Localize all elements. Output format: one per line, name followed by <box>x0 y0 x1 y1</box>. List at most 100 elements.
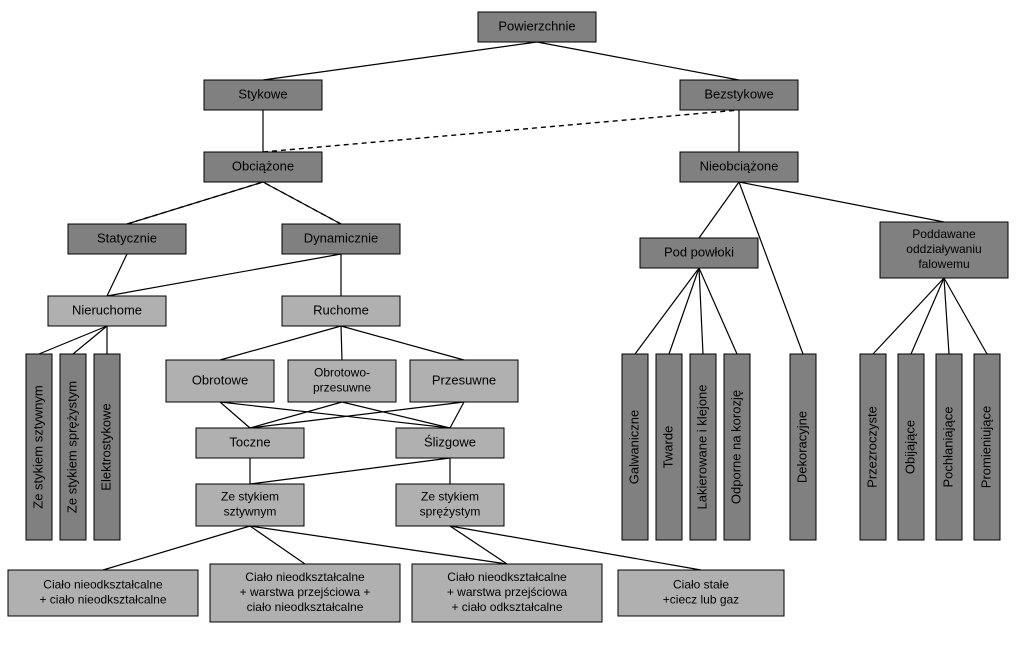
node-nieobciazone: Nieobciążone <box>680 152 798 182</box>
classification-tree: Powierzchnie Stykowe Bezstykowe Obciążone Ni… <box>0 0 1024 659</box>
node-label: Nieruchome <box>72 302 142 317</box>
node-label-line: Ze stykiem <box>421 490 479 504</box>
edge-obrotowe-slizgowe <box>220 402 450 428</box>
node-label: Twarde <box>660 426 675 469</box>
node-label: Dynamicznie <box>304 230 378 245</box>
node-label: Statycznie <box>97 230 157 245</box>
node-v_odporne: Odporne na korozję <box>724 354 750 540</box>
node-przesuwne: Przesuwne <box>410 360 518 402</box>
edge-zesztyw2-leaf2 <box>250 526 305 564</box>
node-label-line: + warstwa przejściowa + <box>240 585 371 599</box>
node-poddawane: Poddawaneoddziaływaniufalowemu <box>880 222 1008 278</box>
node-label-line: Poddawane <box>912 227 976 241</box>
nodes-layer: Powierzchnie Stykowe Bezstykowe Obciążone Ni… <box>8 12 1008 622</box>
node-label-line: sprężystym <box>420 505 481 519</box>
edge-ruchome-obrotprzes <box>341 326 342 360</box>
node-zesprez2: Ze stykiemsprężystym <box>396 484 504 526</box>
node-v_zesztyw: Ze stykiem sztywnym <box>26 354 52 540</box>
node-label-line: Ciało nieodkształcalne <box>245 570 365 584</box>
node-label: Odporne na korozję <box>728 390 743 504</box>
node-label-line: Ciało stałe <box>673 578 729 592</box>
node-label: Pod powłoki <box>664 244 734 259</box>
node-label: Nieobciążone <box>700 158 779 173</box>
node-label: Obciążone <box>232 158 294 173</box>
edge-przesuwne-slizgowe <box>450 402 464 428</box>
node-obrotprzes: Obrotowo-przesuwne <box>288 360 396 402</box>
edge-zesztyw2-leaf3 <box>250 526 507 564</box>
node-leaf2: Ciało nieodkształcalne+ warstwa przejści… <box>210 564 400 622</box>
node-label-line: sztywnym <box>224 505 277 519</box>
edge-zesztyw2-leaf1 <box>103 526 250 570</box>
edge-root-stykowe <box>263 42 537 80</box>
node-statycznie: Statycznie <box>68 224 186 254</box>
node-v_lakier: Lakierowane i klejone <box>690 354 716 540</box>
edges-layer <box>39 42 987 570</box>
node-label-line: Ciało nieodkształcalne <box>447 570 567 584</box>
node-nieruchome: Nieruchome <box>48 296 166 326</box>
edge-podpowloki-v_lakier <box>699 268 703 354</box>
node-v_dekor: Dekoracyjne <box>790 354 816 540</box>
node-label: Ze stykiem sprężystym <box>64 381 79 513</box>
edge-poddawane-v_pochl <box>944 278 949 354</box>
edge-obrotprzes-toczne <box>250 402 342 428</box>
edge-statycznie-nieruchome <box>107 254 127 296</box>
node-podpowloki: Pod powłoki <box>640 238 758 268</box>
node-v_elektro: Elektrostykowe <box>94 354 120 540</box>
edge-ruchome-obrotowe <box>220 326 341 360</box>
edge-podpowloki-v_galw <box>635 268 699 354</box>
node-label-line: + warstwa przejściowa <box>447 585 568 599</box>
node-label: Ruchome <box>313 302 369 317</box>
edge-ruchome-przesuwne <box>341 326 464 360</box>
node-zesztyw2: Ze stykiemsztywnym <box>196 484 304 526</box>
node-label-line: + ciało nieodkształcalne <box>39 593 166 607</box>
node-toczne: Toczne <box>196 428 304 458</box>
node-label: Obijające <box>902 420 917 474</box>
node-label-line: ciało nieodkształcalne <box>247 600 364 614</box>
edge-zesprez2-leaf3 <box>450 526 507 564</box>
node-v_przez: Przezroczyste <box>860 354 886 540</box>
node-label: Przesuwne <box>432 372 496 387</box>
node-label: Galwaniczne <box>626 410 641 484</box>
node-v_pochl: Pochłaniające <box>936 354 962 540</box>
node-label: Elektrostykowe <box>98 403 113 490</box>
edge-obrotowe-toczne <box>220 402 250 428</box>
edge-slizgowe-zesztyw2 <box>250 458 450 484</box>
node-label: Bezstykowe <box>704 86 773 101</box>
edge-poddawane-v_obij <box>911 278 944 354</box>
node-label: Obrotowe <box>192 372 248 387</box>
node-root: Powierzchnie <box>478 12 596 42</box>
node-bezstykowe: Bezstykowe <box>680 80 798 110</box>
edge-poddawane-v_przez <box>873 278 944 354</box>
node-v_prom: Promieniujące <box>974 354 1000 540</box>
node-label: Ślizgowe <box>424 434 476 449</box>
node-slizgowe: Ślizgowe <box>396 428 504 458</box>
node-label-line: przesuwne <box>313 381 371 395</box>
node-ruchome: Ruchome <box>282 296 400 326</box>
node-label: Dekoracyjne <box>794 411 809 483</box>
node-leaf4: Ciało stałe+ciecz lub gaz <box>618 570 784 616</box>
node-label-line: falowemu <box>918 257 969 271</box>
node-label: Stykowe <box>238 86 287 101</box>
edge-nieobciazone-podpowloki <box>699 182 739 238</box>
node-label: Powierzchnie <box>498 18 575 33</box>
node-leaf1: Ciało nieodkształcalne+ ciało nieodkszta… <box>8 570 198 616</box>
edge-podpowloki-v_twarde <box>669 268 699 354</box>
node-label-line: Obrotowo- <box>314 366 370 380</box>
node-label-line: +ciecz lub gaz <box>663 593 739 607</box>
node-obciazone: Obciążone <box>204 152 322 182</box>
edge-poddawane-v_prom <box>944 278 987 354</box>
node-v_zesprez: Ze stykiem sprężystym <box>60 354 86 540</box>
edge-podpowloki-v_odporne <box>699 268 737 354</box>
edge-dynamicznie-nieruchome <box>107 254 341 296</box>
node-label: Pochłaniające <box>940 407 955 488</box>
node-label: Ze stykiem sztywnym <box>30 385 45 509</box>
edge-nieruchome-v_zesprez <box>73 326 107 354</box>
node-label: Lakierowane i klejone <box>694 384 709 509</box>
node-label-line: oddziaływaniu <box>906 242 981 256</box>
node-label: Promieniujące <box>978 406 993 488</box>
node-obrotowe: Obrotowe <box>166 360 274 402</box>
node-label: Przezroczyste <box>864 406 879 488</box>
node-v_twarde: Twarde <box>656 354 682 540</box>
edge-nieobciazone-poddawane <box>739 182 944 222</box>
node-label-line: Ze stykiem <box>221 490 279 504</box>
